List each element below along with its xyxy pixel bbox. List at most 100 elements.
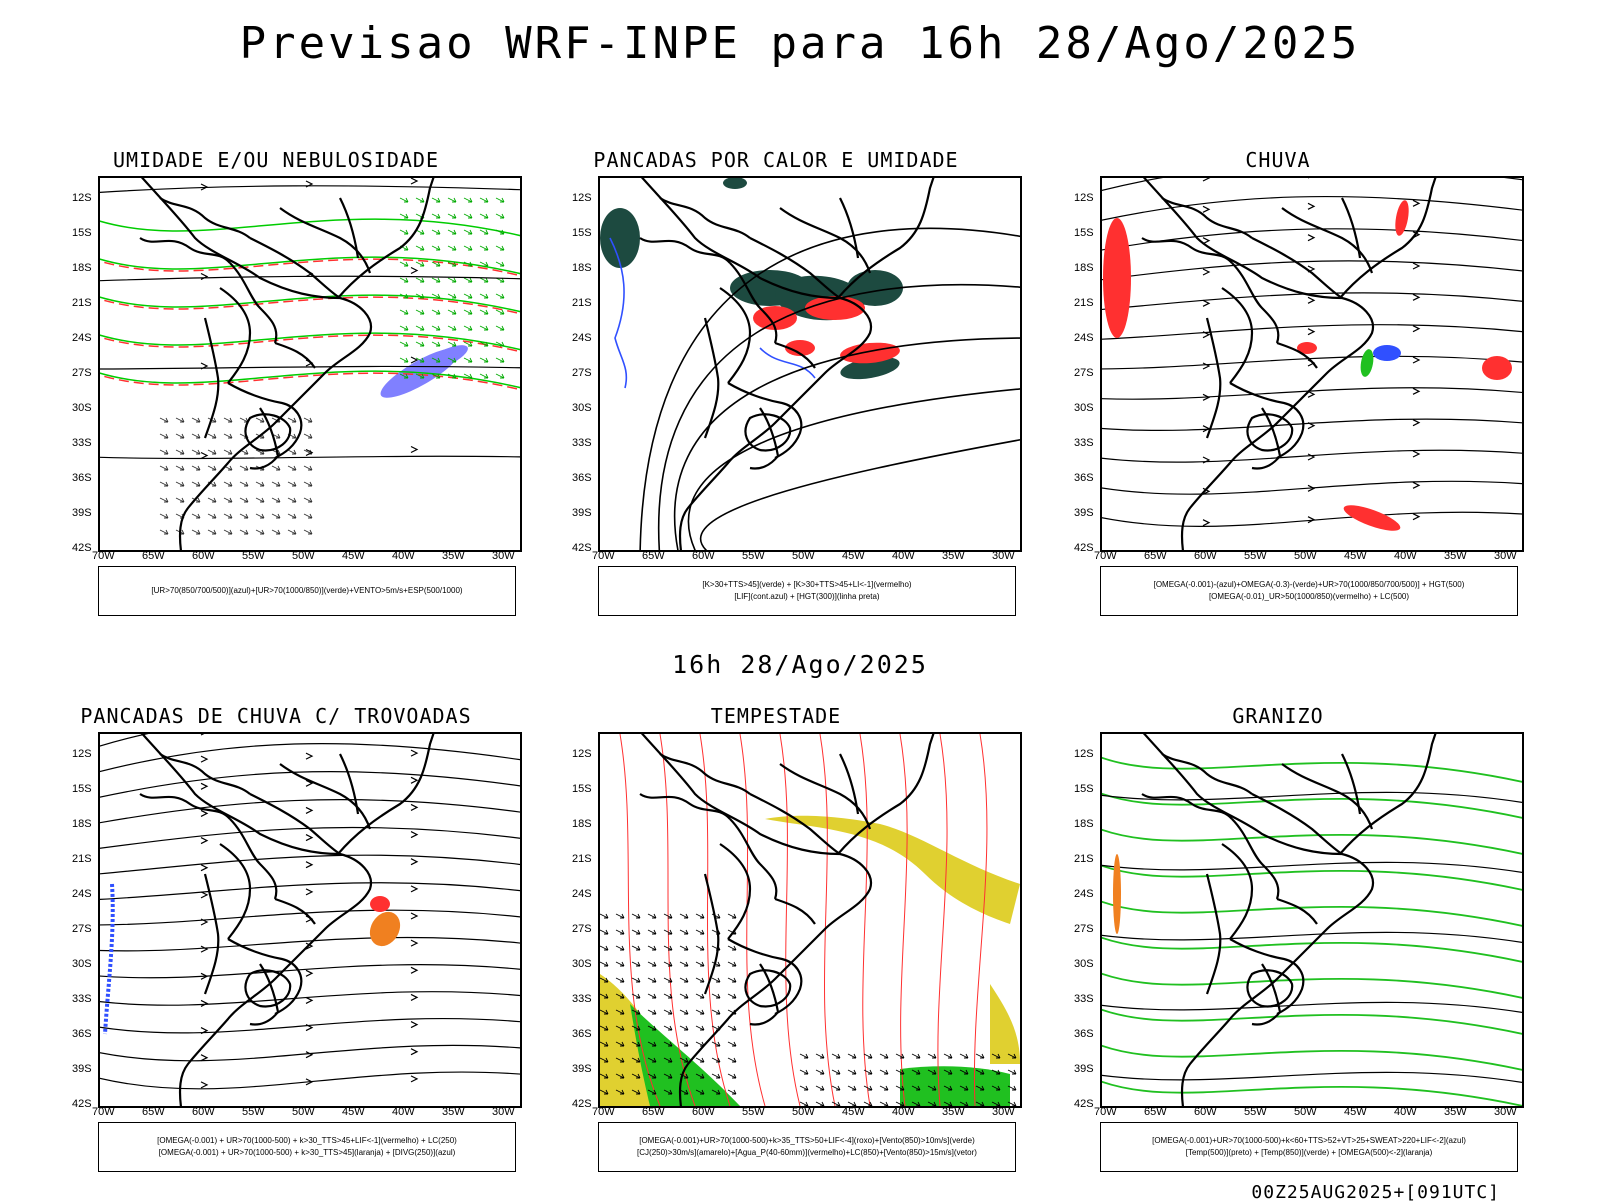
lon-tick-label: 40W (1394, 550, 1417, 562)
legend-box: [OMEGA(-0.001)+UR>70(1000-500)+k>35_TTS>… (598, 1122, 1016, 1172)
lat-tick-label: 12S (72, 192, 92, 204)
lon-tick-label: 35W (1444, 1106, 1467, 1118)
lat-tick-label: 24S (572, 888, 592, 900)
legend-box: [K>30+TTS>45](verde) + [K>30+TTS>45+LI<-… (598, 566, 1016, 616)
lon-tick-label: 60W (692, 1106, 715, 1118)
lat-tick-label: 18S (572, 262, 592, 274)
lat-tick-label: 30S (572, 958, 592, 970)
lat-tick-label: 15S (1074, 227, 1094, 239)
lon-tick-label: 70W (592, 1106, 615, 1118)
lat-tick-label: 12S (72, 748, 92, 760)
map-frame (1100, 176, 1524, 552)
lon-tick-label: 35W (942, 1106, 965, 1118)
legend-line: [OMEGA(-0.001)+UR>70(1000-500)+k<60+TTS>… (1152, 1136, 1466, 1145)
lon-tick-label: 40W (892, 550, 915, 562)
legend-line: [OMEGA(-0.01)_UR>50(1000/850)(vermelho) … (1208, 592, 1410, 601)
legend-line: [OMEGA(-0.001) + UR>70(1000-500) + k>30_… (157, 1136, 457, 1145)
lon-tick-label: 50W (792, 550, 815, 562)
lat-tick-label: 12S (1074, 192, 1094, 204)
map-canvas (600, 734, 1020, 1106)
panel-umidade: UMIDADE E/OU NEBULOSIDADE 12S 15S 18S 21S 24S… (36, 148, 522, 620)
lon-tick-label: 65W (142, 550, 165, 562)
lon-tick-label: 55W (1244, 1106, 1267, 1118)
lon-tick-label: 45W (1344, 550, 1367, 562)
lon-tick-label: 45W (842, 1106, 865, 1118)
lon-tick-label: 45W (342, 1106, 365, 1118)
lat-tick-label: 33S (1074, 437, 1094, 449)
lon-tick-label: 50W (792, 1106, 815, 1118)
lon-tick-label: 65W (142, 1106, 165, 1118)
lat-tick-label: 12S (572, 748, 592, 760)
lat-tick-label: 21S (1074, 297, 1094, 309)
lat-tick-label: 27S (572, 367, 592, 379)
lon-tick-label: 45W (842, 550, 865, 562)
lat-tick-label: 39S (72, 1063, 92, 1075)
panel-title: PANCADAS POR CALOR E UMIDADE (593, 148, 959, 172)
lon-tick-label: 30W (1494, 550, 1517, 562)
lat-tick-label: 33S (72, 993, 92, 1005)
lat-tick-label: 15S (72, 227, 92, 239)
lon-tick-label: 50W (1294, 1106, 1317, 1118)
lon-tick-label: 55W (742, 1106, 765, 1118)
lon-tick-label: 45W (342, 550, 365, 562)
map-frame (98, 732, 522, 1108)
lon-tick-label: 60W (1194, 1106, 1217, 1118)
lon-tick-label: 30W (992, 550, 1015, 562)
lat-tick-label: 36S (1074, 1028, 1094, 1040)
lat-tick-label: 30S (72, 402, 92, 414)
lon-tick-label: 60W (192, 550, 215, 562)
lat-tick-label: 18S (572, 818, 592, 830)
lon-tick-label: 50W (292, 550, 315, 562)
main-title: Previsao WRF-INPE para 16h 28/Ago/2025 (239, 18, 1361, 69)
lat-tick-label: 24S (72, 888, 92, 900)
legend-line: [LIF](cont.azul) + [HGT(300)](linha pret… (734, 592, 880, 601)
lon-tick-label: 50W (1294, 550, 1317, 562)
panel-title: TEMPESTADE (710, 704, 842, 728)
panel-title: GRANIZO (1232, 704, 1324, 728)
lon-tick-label: 40W (392, 550, 415, 562)
lon-tick-label: 65W (1144, 550, 1167, 562)
lon-tick-label: 50W (292, 1106, 315, 1118)
lat-tick-label: 39S (1074, 507, 1094, 519)
lon-tick-label: 55W (1244, 550, 1267, 562)
lon-tick-label: 45W (1344, 1106, 1367, 1118)
lon-tick-label: 40W (892, 1106, 915, 1118)
lat-tick-label: 27S (72, 923, 92, 935)
map-canvas (600, 178, 1020, 550)
lat-tick-label: 39S (1074, 1063, 1094, 1075)
lat-tick-label: 18S (72, 818, 92, 830)
lon-tick-label: 70W (92, 550, 115, 562)
panel-title: UMIDADE E/OU NEBULOSIDADE (112, 148, 440, 172)
lat-tick-label: 12S (572, 192, 592, 204)
legend-line: [K>30+TTS>45](verde) + [K>30+TTS>45+LI<-… (702, 580, 912, 589)
lat-tick-label: 42S (572, 542, 592, 554)
run-timestamp: 00Z25AUG2025+[091UTC] (1251, 1182, 1500, 1203)
map-frame (1100, 732, 1524, 1108)
lat-tick-label: 27S (1074, 923, 1094, 935)
lon-tick-label: 60W (692, 550, 715, 562)
lon-tick-label: 30W (1494, 1106, 1517, 1118)
legend-line: [OMEGA(-0.001) + UR>70(1000-500) + k>30_… (158, 1148, 456, 1157)
legend-line: [UR>70(850/700/500)](azul)+[UR>70(1000/8… (151, 586, 463, 595)
lat-tick-label: 15S (572, 783, 592, 795)
lat-tick-label: 27S (1074, 367, 1094, 379)
lat-tick-label: 33S (72, 437, 92, 449)
lat-tick-label: 36S (572, 1028, 592, 1040)
lat-tick-label: 36S (72, 1028, 92, 1040)
lat-tick-label: 15S (1074, 783, 1094, 795)
map-frame (598, 176, 1022, 552)
lat-tick-label: 27S (572, 923, 592, 935)
map-frame (98, 176, 522, 552)
lon-tick-label: 65W (1144, 1106, 1167, 1118)
map-canvas (1102, 734, 1522, 1106)
panel-title: PANCADAS DE CHUVA C/ TROVOADAS (80, 704, 472, 728)
map-canvas (100, 734, 520, 1106)
legend-box: [OMEGA(-0.001)+UR>70(1000-500)+k<60+TTS>… (1100, 1122, 1518, 1172)
lat-tick-label: 30S (572, 402, 592, 414)
lat-tick-label: 21S (1074, 853, 1094, 865)
lon-tick-label: 30W (492, 1106, 515, 1118)
lat-tick-label: 39S (572, 507, 592, 519)
map-canvas (1102, 178, 1522, 550)
lon-tick-label: 65W (642, 550, 665, 562)
legend-line: [OMEGA(-0.001)+UR>70(1000-500)+k>35_TTS>… (639, 1136, 975, 1145)
